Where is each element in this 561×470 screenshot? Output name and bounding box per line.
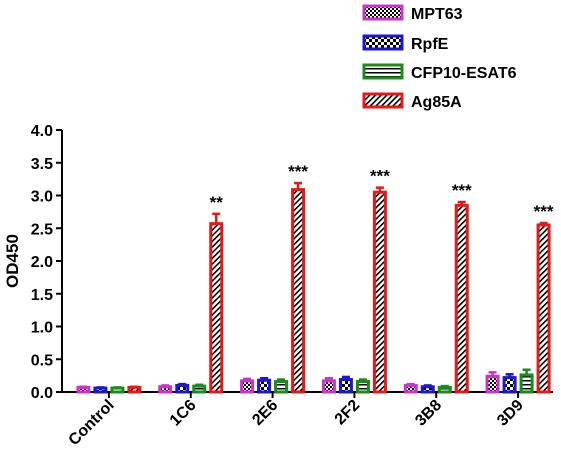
bar-ag85a-3d9 [536, 223, 551, 394]
significance-annotations: ***** ********* [210, 162, 554, 221]
bar-cfp10-esat6-3d9 [519, 373, 534, 394]
bar-cfp10-esat6-2e6 [274, 380, 289, 394]
y-axis-label: OD450 [3, 234, 22, 288]
legend-label-rpfe: RpfE [411, 36, 449, 53]
bar-mpt63-2f2 [321, 379, 336, 394]
legend-label-ag85a: Ag85A [411, 94, 462, 111]
bar-mpt63-2e6 [240, 379, 255, 394]
bar-ag85a-3b8 [454, 203, 469, 394]
bar-ag85a-2e6 [291, 188, 306, 394]
significance-label: *** [288, 162, 308, 181]
significance-label: *** [452, 181, 472, 200]
legend-swatch-ag85a [362, 92, 404, 109]
y-tick-label: 0.0 [31, 385, 53, 402]
bar-rpfe-3b8 [420, 385, 435, 394]
significance-label: *** [534, 202, 554, 221]
legend-swatch-rpfe [362, 34, 404, 51]
bar-rpfe-2e6 [257, 378, 272, 394]
legend-swatch-mpt63 [362, 4, 404, 21]
significance-label: ** [210, 193, 224, 212]
bar-cfp10-esat6-2f2 [355, 380, 370, 394]
legend: MPT63 RpfE CFP10-ESAT6 Ag85A [362, 4, 517, 111]
bar-ag85a-2f2 [372, 190, 387, 394]
legend-item[interactable]: CFP10-ESAT6 [362, 63, 517, 82]
bar-cfp10-esat6-3b8 [437, 385, 452, 394]
x-tick-label: 2F2 [332, 397, 364, 429]
bar-mpt63-3d9 [485, 374, 500, 394]
bar-rpfe-1c6 [175, 383, 190, 394]
y-tick-label: 3.0 [31, 189, 53, 206]
bar-rpfe-2f2 [338, 378, 353, 394]
legend-label-mpt63: MPT63 [411, 6, 463, 23]
bar-mpt63-1c6 [158, 385, 173, 394]
bar-mpt63-control [76, 385, 91, 394]
y-axis-ticks: 0.0 0.5 1.0 1.5 2.0 2.5 3.0 3.5 4.0 [31, 123, 62, 402]
bar-rpfe-3d9 [502, 376, 517, 394]
significance-label: *** [370, 167, 390, 186]
x-tick-label: 2E6 [249, 397, 281, 429]
y-tick-label: 1.5 [31, 287, 53, 304]
y-tick-label: 1.0 [31, 320, 53, 337]
legend-label-cfp10-esat6: CFP10-ESAT6 [411, 65, 517, 82]
bar-cfp10-esat6-1c6 [192, 384, 207, 394]
x-tick-label: 3B8 [412, 397, 445, 430]
bar-ag85a-1c6 [209, 222, 224, 394]
bars-group [76, 181, 551, 394]
x-tick-label: 3D9 [494, 397, 527, 430]
y-tick-label: 4.0 [31, 123, 53, 140]
x-tick-label: 1C6 [167, 397, 200, 430]
x-tick-label: Control [66, 397, 118, 449]
y-tick-label: 0.5 [31, 352, 53, 369]
bar-ag85a-control [127, 385, 142, 394]
legend-item[interactable]: RpfE [362, 34, 449, 53]
y-tick-label: 3.5 [31, 156, 53, 173]
legend-swatch-cfp10-esat6 [362, 63, 404, 80]
y-tick-label: 2.5 [31, 221, 53, 238]
legend-item[interactable]: Ag85A [362, 92, 462, 111]
legend-item[interactable]: MPT63 [362, 4, 463, 23]
bar-mpt63-3b8 [403, 383, 418, 394]
y-tick-label: 2.0 [31, 254, 53, 271]
x-axis-ticks: Control 1C6 2E6 2F2 3B8 3D9 [66, 392, 527, 449]
